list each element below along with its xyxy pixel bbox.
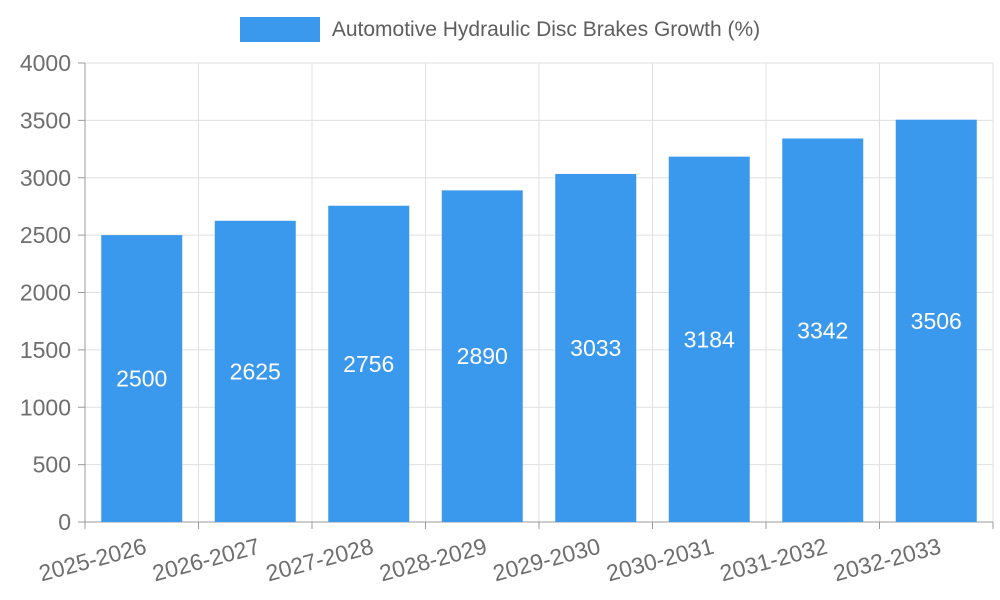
bar[interactable] <box>101 235 183 522</box>
bar[interactable] <box>668 156 750 523</box>
bar[interactable] <box>441 190 523 522</box>
bar-value-label: 3184 <box>684 326 735 352</box>
x-axis-label: 2029-2030 <box>490 533 603 587</box>
bar-value-label: 2756 <box>343 351 394 377</box>
y-axis-label: 1000 <box>20 394 71 420</box>
x-axis-label: 2027-2028 <box>263 533 376 587</box>
y-axis-label: 1500 <box>20 337 71 363</box>
x-axis-label: 2025-2026 <box>36 533 149 587</box>
bar-value-label: 2500 <box>116 366 167 392</box>
bar[interactable] <box>328 205 410 522</box>
bar[interactable] <box>782 138 864 522</box>
bar[interactable] <box>895 119 977 523</box>
x-axis-label: 2032-2033 <box>831 533 944 587</box>
y-axis-label: 0 <box>58 509 71 535</box>
bar[interactable] <box>214 220 296 522</box>
chart-legend[interactable]: Automotive Hydraulic Disc Brakes Growth … <box>0 17 1000 42</box>
y-axis-label: 3000 <box>20 165 71 191</box>
bar-value-label: 3033 <box>570 335 621 361</box>
x-axis-label: 2028-2029 <box>377 533 490 587</box>
x-axis-label: 2031-2032 <box>717 533 830 587</box>
bar-value-label: 2890 <box>457 343 508 369</box>
y-axis-label: 3500 <box>20 107 71 133</box>
bar[interactable] <box>555 173 637 522</box>
y-axis-label: 2000 <box>20 280 71 306</box>
y-axis-label: 4000 <box>20 50 71 76</box>
legend-swatch <box>239 17 320 42</box>
legend-label: Automotive Hydraulic Disc Brakes Growth … <box>331 18 761 41</box>
bar-value-label: 2625 <box>230 358 281 384</box>
y-axis-label: 500 <box>33 452 71 478</box>
x-axis-label: 2030-2031 <box>604 533 717 587</box>
y-axis-label: 2500 <box>20 222 71 248</box>
bar-value-label: 3506 <box>911 308 962 334</box>
bar-value-label: 3342 <box>797 317 848 343</box>
x-axis-label: 2026-2027 <box>150 533 263 587</box>
